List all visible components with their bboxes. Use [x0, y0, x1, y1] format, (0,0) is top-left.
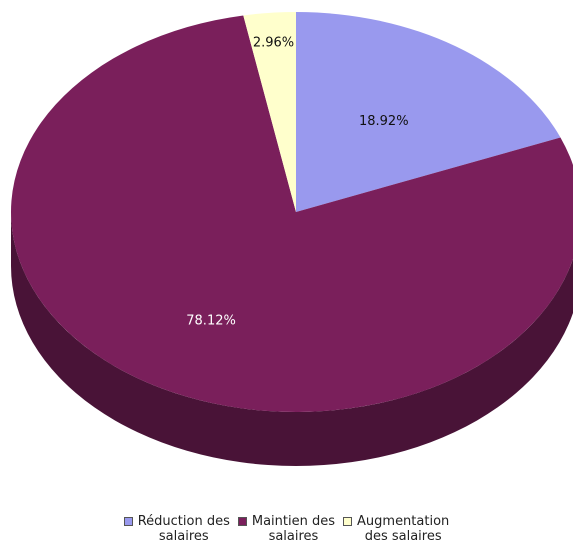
legend-label-augmentation-line2: des salaires [364, 529, 442, 544]
pie-sides [11, 212, 573, 466]
data-label-augmentation: 2.96% [253, 36, 294, 51]
legend-swatch-reduction [123, 517, 133, 526]
legend-item-augmentation: Augmentation des salaires [343, 514, 449, 544]
legend-label-reduction-line2: salaires [158, 529, 209, 544]
legend-swatch-augmentation [343, 517, 353, 526]
data-label-reduction: 18.92% [359, 114, 409, 129]
pie-data-labels: 18.92% 78.12% 2.96% [186, 36, 408, 329]
legend-item-reduction: Réduction des salaires [123, 514, 230, 544]
pie-chart: 18.92% 78.12% 2.96% [11, 12, 573, 466]
legend-swatch-maintien [237, 517, 247, 526]
pie-slices [11, 12, 573, 412]
legend: Réduction des salaires Maintien des sala… [0, 514, 573, 544]
legend-label-maintien-line1: Maintien des [251, 514, 336, 529]
slice-maintien-side [11, 212, 573, 466]
legend-label-augmentation-line1: Augmentation [357, 514, 450, 529]
slice-augmentation [243, 12, 296, 212]
legend-item-maintien: Maintien des salaires [237, 514, 336, 544]
slice-maintien [11, 15, 573, 412]
slice-reduction [296, 12, 561, 212]
legend-label-reduction-line1: Réduction des [137, 514, 230, 529]
data-label-maintien: 78.12% [186, 314, 236, 329]
legend-label-maintien-line2: salaires [268, 529, 319, 544]
